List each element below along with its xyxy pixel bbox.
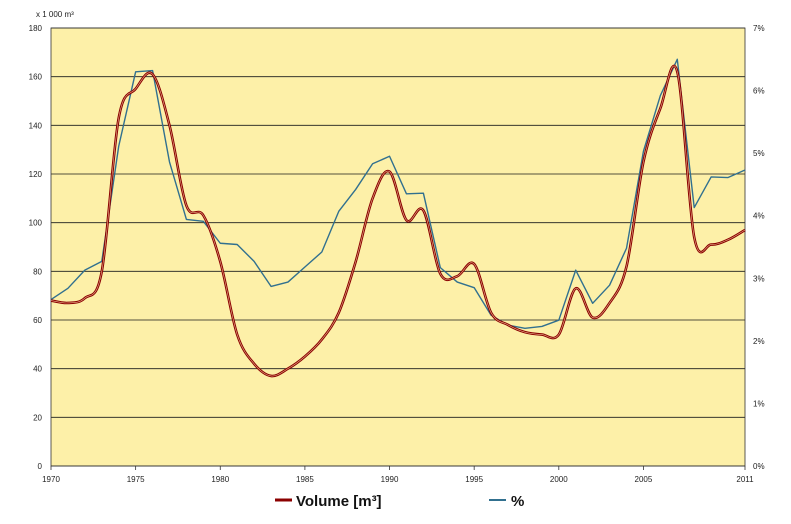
legend: Volume [m³] %: [275, 493, 524, 510]
series: [50, 58, 746, 378]
y-right-tick-label: 2%: [753, 337, 765, 346]
x-tick-label: 2000: [550, 475, 568, 484]
y-right-ticks: 0% 1% 2% 3% 4% 5% 6% 7%: [753, 24, 765, 471]
y-left-tick-label: 80: [33, 267, 42, 276]
y-right-tick-label: 6%: [753, 87, 765, 96]
legend-label-percent: %: [511, 493, 524, 510]
y-right-tick-label: 7%: [753, 24, 765, 33]
x-tick-label: 1985: [296, 475, 314, 484]
y-left-tick-label: 180: [29, 24, 43, 33]
x-tick-label: 1975: [127, 475, 145, 484]
y-left-tick-label: 0: [38, 462, 43, 471]
y-left-tick-label: 20: [33, 413, 42, 422]
y-right-tick-label: 4%: [753, 212, 765, 221]
x-tick-label: 1980: [211, 475, 229, 484]
series-line-percent: [50, 58, 746, 330]
plot-frame: [50, 27, 746, 467]
y-right-tick-label: 5%: [753, 149, 765, 158]
y-left-tick-label: 100: [29, 219, 43, 228]
x-tick-label: 2005: [635, 475, 653, 484]
y-left-tick-label: 160: [29, 73, 43, 82]
y-left-unit: x 1 000 m³: [36, 10, 74, 19]
y-left-ticks: 0 20 40 60 80 100 120 140 160 180: [29, 24, 43, 471]
legend-label-volume: Volume [m³]: [296, 493, 382, 510]
x-tick-label: 1995: [465, 475, 483, 484]
x-ticks: 1970 1975 1980 1985 1990 1995 2000 2005 2011: [42, 466, 754, 484]
series-line-volume-highlight: [50, 65, 746, 377]
plot-area: [51, 28, 745, 466]
y-right-tick-label: 0%: [753, 462, 765, 471]
y-left-tick-label: 40: [33, 365, 42, 374]
x-tick-label: 1970: [42, 475, 60, 484]
y-left-tick-label: 120: [29, 170, 43, 179]
y-right-tick-label: 1%: [753, 399, 765, 408]
y-left-tick-label: 140: [29, 121, 43, 130]
y-right-tick-label: 3%: [753, 274, 765, 283]
x-tick-label: 2011: [736, 475, 754, 484]
x-tick-label: 1990: [381, 475, 399, 484]
y-left-tick-label: 60: [33, 316, 42, 325]
